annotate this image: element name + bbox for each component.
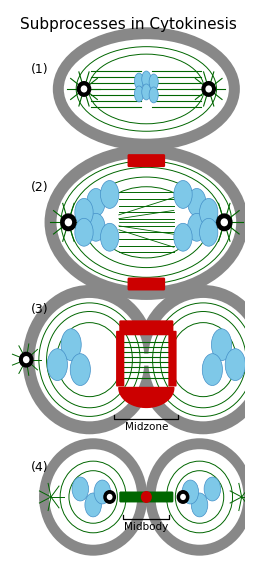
Text: (1): (1) <box>31 62 48 76</box>
FancyBboxPatch shape <box>119 492 173 503</box>
Text: Subprocesses in Cytokinesis: Subprocesses in Cytokinesis <box>19 17 237 32</box>
Ellipse shape <box>204 477 221 501</box>
Ellipse shape <box>47 349 68 380</box>
Ellipse shape <box>211 329 232 360</box>
Text: Midzone: Midzone <box>125 422 168 433</box>
Text: (3): (3) <box>31 303 48 316</box>
Ellipse shape <box>182 480 199 504</box>
Circle shape <box>205 85 212 93</box>
FancyBboxPatch shape <box>127 277 165 291</box>
Circle shape <box>19 352 34 368</box>
Circle shape <box>141 491 152 503</box>
Ellipse shape <box>101 223 119 251</box>
Ellipse shape <box>75 198 93 226</box>
Ellipse shape <box>202 354 222 386</box>
Ellipse shape <box>191 493 208 517</box>
Circle shape <box>23 356 29 363</box>
Ellipse shape <box>174 180 192 209</box>
Ellipse shape <box>134 86 144 102</box>
Circle shape <box>60 213 77 231</box>
Circle shape <box>77 81 91 97</box>
Text: (4): (4) <box>31 461 48 474</box>
Ellipse shape <box>85 493 101 517</box>
Circle shape <box>39 438 147 556</box>
Ellipse shape <box>64 39 229 139</box>
Circle shape <box>103 490 116 504</box>
Circle shape <box>49 449 137 545</box>
Ellipse shape <box>57 158 236 287</box>
Ellipse shape <box>199 218 218 246</box>
Text: (2): (2) <box>31 181 48 194</box>
Circle shape <box>155 449 243 545</box>
Circle shape <box>201 81 216 97</box>
Text: Midbody: Midbody <box>124 522 168 532</box>
FancyBboxPatch shape <box>116 331 124 387</box>
Ellipse shape <box>136 285 256 434</box>
FancyBboxPatch shape <box>168 331 177 387</box>
Ellipse shape <box>188 213 206 241</box>
Ellipse shape <box>72 477 89 501</box>
Circle shape <box>81 85 87 93</box>
Ellipse shape <box>142 71 151 87</box>
Ellipse shape <box>149 74 158 90</box>
Circle shape <box>177 490 189 504</box>
Ellipse shape <box>149 87 158 103</box>
Ellipse shape <box>188 189 206 217</box>
Circle shape <box>65 218 72 226</box>
Ellipse shape <box>199 198 218 226</box>
Ellipse shape <box>148 298 256 421</box>
Ellipse shape <box>87 213 105 241</box>
FancyBboxPatch shape <box>127 154 165 167</box>
Circle shape <box>216 213 232 231</box>
Circle shape <box>221 218 228 226</box>
Ellipse shape <box>101 180 119 209</box>
Circle shape <box>180 494 186 500</box>
Circle shape <box>107 494 113 500</box>
Circle shape <box>145 438 254 556</box>
Ellipse shape <box>94 480 111 504</box>
FancyBboxPatch shape <box>139 346 154 374</box>
Ellipse shape <box>70 354 90 386</box>
Ellipse shape <box>134 73 144 89</box>
Polygon shape <box>119 387 174 407</box>
FancyBboxPatch shape <box>119 320 173 335</box>
FancyBboxPatch shape <box>141 354 152 366</box>
Ellipse shape <box>87 189 105 217</box>
Ellipse shape <box>23 285 156 434</box>
Ellipse shape <box>45 145 248 300</box>
Ellipse shape <box>75 218 93 246</box>
Ellipse shape <box>53 28 240 151</box>
Ellipse shape <box>142 84 151 100</box>
Ellipse shape <box>61 329 81 360</box>
Ellipse shape <box>35 298 144 421</box>
Ellipse shape <box>174 223 192 251</box>
Ellipse shape <box>225 349 245 380</box>
